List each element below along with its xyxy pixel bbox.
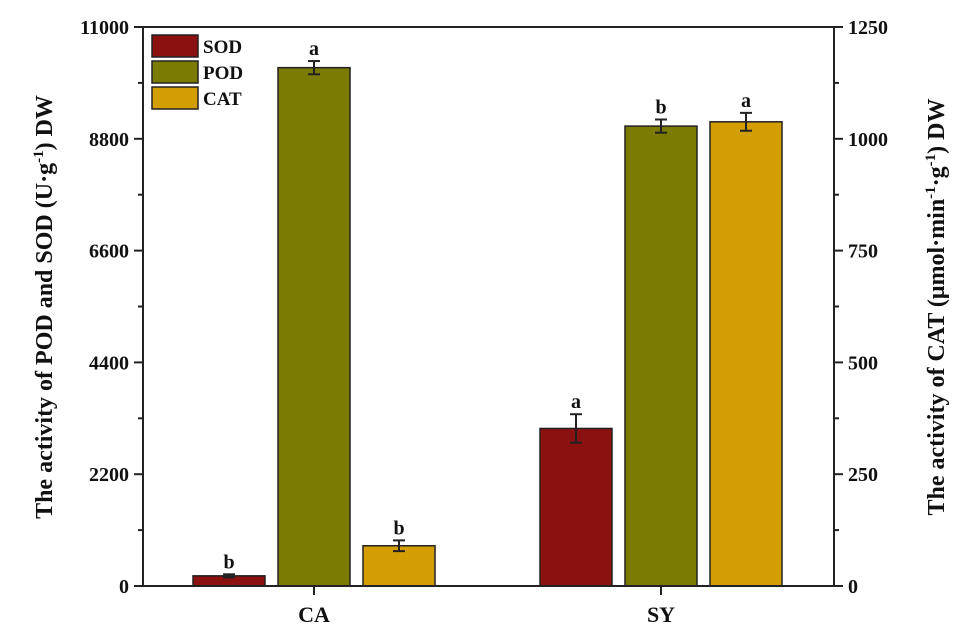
y-tick-label-right: 250 xyxy=(848,464,878,486)
bar-cat-ca xyxy=(362,545,436,587)
bar-pod-ca xyxy=(277,66,351,587)
legend-swatch-sod xyxy=(151,34,199,58)
y-tick-label-left: 2200 xyxy=(89,464,129,486)
y-tick-label-right: 500 xyxy=(848,352,878,374)
y-tick-label-left: 8800 xyxy=(89,129,129,151)
bar-cat-sy xyxy=(709,121,783,587)
significance-letter: b xyxy=(393,517,404,539)
bars-layer: b a b a b a xyxy=(192,38,783,587)
y-tick-label-right: 1000 xyxy=(848,129,888,151)
legend-label-cat: CAT xyxy=(203,89,242,110)
significance-letter: b xyxy=(223,551,234,573)
y-tick-label-left: 0 xyxy=(119,576,129,598)
y-tick-label-right: 1250 xyxy=(848,17,888,39)
legend-label-pod: POD xyxy=(203,63,243,84)
legend-label-sod: SOD xyxy=(203,37,242,58)
significance-letter: b xyxy=(655,96,666,118)
y-axis-label-left: The activity of POD and SOD (U·g-1) DW xyxy=(31,95,58,519)
legend: SOD POD CAT xyxy=(151,34,243,110)
legend-swatch-pod xyxy=(151,60,199,84)
significance-letter: a xyxy=(309,38,319,60)
significance-letter: a xyxy=(741,90,751,112)
bar-sod-sy xyxy=(539,427,613,587)
y-axis-label-right: The activity of CAT (μmol·min-1·g-1) DW xyxy=(923,98,950,515)
x-tick-label: SY xyxy=(647,602,675,627)
legend-swatch-cat xyxy=(151,86,199,110)
x-tick-label: CA xyxy=(298,602,330,627)
y-tick-label-right: 750 xyxy=(848,241,878,263)
axes-layer: 0 2200 4400 6600 8800 11000 0 250 500 750 1000 1250… xyxy=(80,17,888,627)
y-tick-label-right: 0 xyxy=(848,576,858,598)
y-tick-label-left: 4400 xyxy=(89,352,129,374)
significance-letter: a xyxy=(571,391,581,413)
y-tick-label-left: 6600 xyxy=(89,241,129,263)
y-tick-label-left: 11000 xyxy=(80,17,129,39)
bar-pod-sy xyxy=(624,125,698,587)
